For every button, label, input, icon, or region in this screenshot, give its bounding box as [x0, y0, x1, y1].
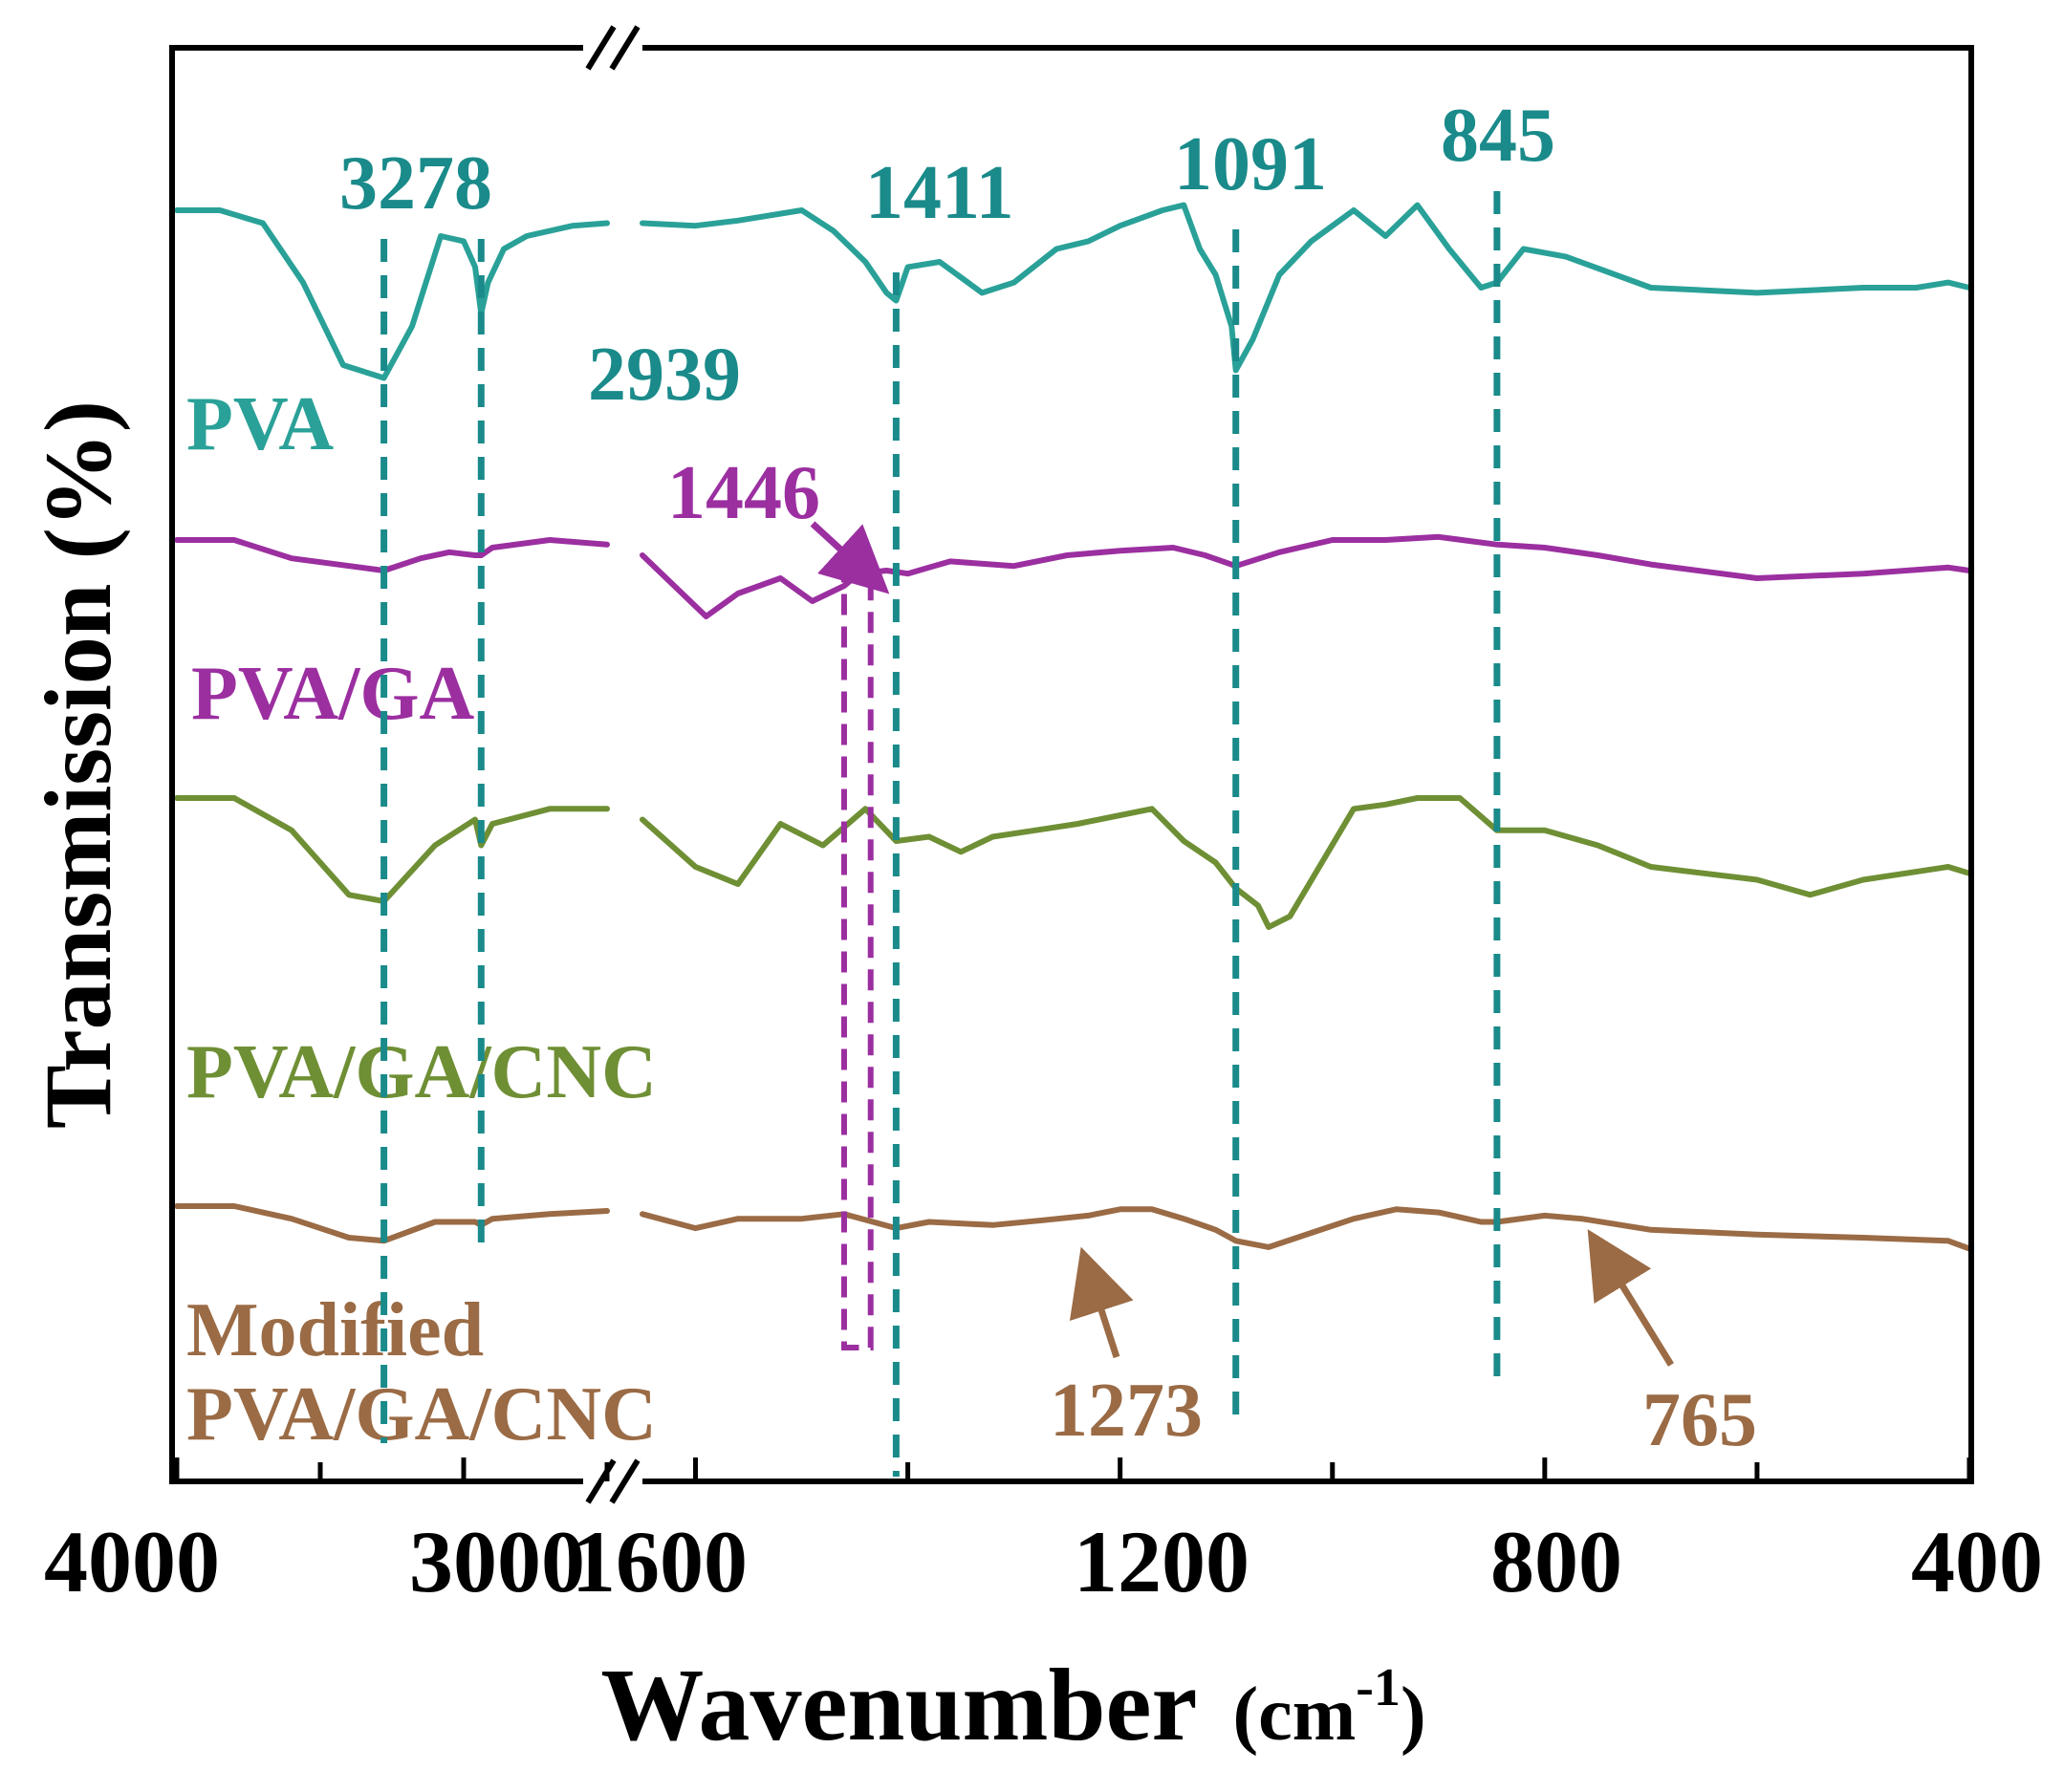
peak-label-1411: 1411	[865, 151, 1014, 235]
peak-arrow-765	[1587, 1229, 1674, 1367]
peak-label-765: 765	[1642, 1378, 1757, 1462]
x-tick-label-800: 800	[1490, 1513, 1622, 1610]
peak-label-1446: 1446	[667, 451, 820, 535]
series-pva-ga	[174, 533, 1972, 619]
series-label: Modified PVA/GA/CNC	[186, 1288, 657, 1457]
series-pva-ga-cnc	[174, 795, 1972, 930]
peak-label-845: 845	[1441, 94, 1555, 178]
series-modified-pva-ga-cnc	[174, 1203, 1972, 1252]
peak-arrow-1446	[810, 521, 890, 594]
peak-label-1273: 1273	[1050, 1369, 1203, 1453]
x-tick-label-4000: 4000	[44, 1513, 220, 1610]
series-label: PVA/GA	[191, 652, 475, 736]
series-line	[174, 795, 1972, 930]
x-tick-label-400: 400	[1911, 1513, 2043, 1610]
x-tick-label-1600: 1600	[572, 1513, 748, 1610]
axis-break-top	[583, 25, 642, 71]
peak-label-1091: 1091	[1174, 122, 1327, 206]
series-label: PVA/GA/CNC	[186, 1030, 657, 1114]
x-axis-title: Wavenumber (cm-1)	[600, 1649, 1425, 1762]
y-axis-title: Transmission (%)	[25, 400, 131, 1129]
plot-frame	[169, 45, 1974, 1484]
series-pva	[174, 202, 1972, 381]
series-line	[174, 1203, 1972, 1252]
reference-lines-layer	[380, 191, 1501, 1477]
peak-label-3278: 3278	[339, 141, 492, 226]
highlight-box-1446	[840, 571, 874, 1350]
series-line	[174, 202, 1972, 381]
series-line	[174, 533, 1972, 619]
peak-arrow-1273	[1069, 1246, 1134, 1359]
x-tick-label-1200: 1200	[1074, 1513, 1249, 1610]
series-label: PVA	[186, 382, 334, 466]
annotations-layer: 3278 2939 1411 1091 845 1446 1273 765	[339, 94, 1757, 1462]
axis-break-bottom	[583, 1458, 642, 1504]
peak-label-2939: 2939	[588, 333, 741, 417]
spectra-layer: PVA PVA/GA PVA/GA/CNC Modified PVA/GA/CNC	[174, 202, 1972, 1457]
x-tick-label-3000: 3000	[409, 1513, 585, 1610]
